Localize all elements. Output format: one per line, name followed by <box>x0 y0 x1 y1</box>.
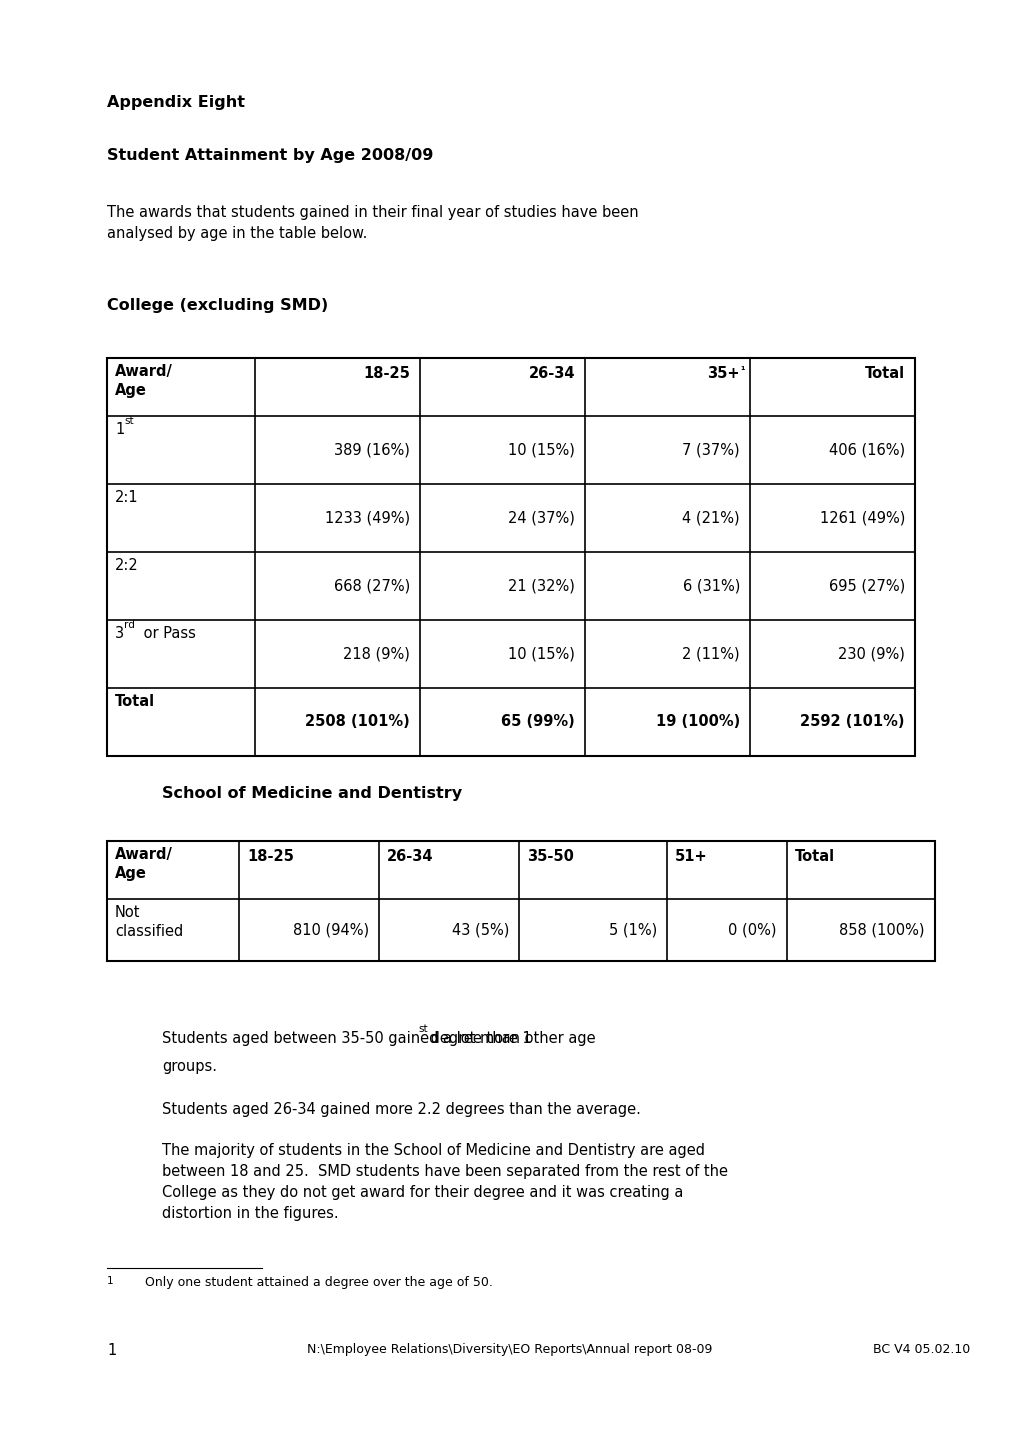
Text: N:\Employee Relations\Diversity\EO Reports\Annual report 08-09: N:\Employee Relations\Diversity\EO Repor… <box>307 1343 712 1356</box>
Text: 65 (99%): 65 (99%) <box>500 714 575 730</box>
Text: 0 (0%): 0 (0%) <box>728 922 776 938</box>
Text: 26-34: 26-34 <box>386 848 433 864</box>
Text: 7 (37%): 7 (37%) <box>682 443 739 457</box>
Text: 18-25: 18-25 <box>363 367 410 381</box>
Text: Total: Total <box>794 848 835 864</box>
Text: degree than other age: degree than other age <box>426 1030 595 1046</box>
Text: or Pass: or Pass <box>139 626 196 641</box>
Text: 51+: 51+ <box>675 848 707 864</box>
Text: Students aged 26-34 gained more 2.2 degrees than the average.: Students aged 26-34 gained more 2.2 degr… <box>162 1102 640 1117</box>
Text: 230 (9%): 230 (9%) <box>838 646 904 661</box>
Text: rd: rd <box>124 620 135 631</box>
Text: 1: 1 <box>107 1276 113 1286</box>
Text: 389 (16%): 389 (16%) <box>334 443 410 457</box>
Text: 3: 3 <box>115 626 124 641</box>
Text: 668 (27%): 668 (27%) <box>333 579 410 593</box>
Text: 2508 (101%): 2508 (101%) <box>305 714 410 730</box>
Text: Only one student attained a degree over the age of 50.: Only one student attained a degree over … <box>145 1276 492 1289</box>
Text: Total: Total <box>115 694 155 709</box>
Text: School of Medicine and Dentistry: School of Medicine and Dentistry <box>162 786 462 801</box>
Text: 21 (32%): 21 (32%) <box>507 579 575 593</box>
Text: 19 (100%): 19 (100%) <box>655 714 739 730</box>
Text: 24 (37%): 24 (37%) <box>507 511 575 525</box>
Text: 35-50: 35-50 <box>527 848 574 864</box>
Text: 2592 (101%): 2592 (101%) <box>800 714 904 730</box>
Text: 18-25: 18-25 <box>247 848 293 864</box>
Text: 406 (16%): 406 (16%) <box>828 443 904 457</box>
Text: st: st <box>418 1025 428 1035</box>
Text: 1: 1 <box>115 421 124 437</box>
Text: 6 (31%): 6 (31%) <box>682 579 739 593</box>
Text: 858 (100%): 858 (100%) <box>839 922 924 938</box>
Text: 10 (15%): 10 (15%) <box>507 646 575 661</box>
Text: 4 (21%): 4 (21%) <box>682 511 739 525</box>
Text: Students aged between 35-50 gained a lot more 1: Students aged between 35-50 gained a lot… <box>162 1030 531 1046</box>
Text: Award/
Age: Award/ Age <box>115 847 172 880</box>
Text: 1261 (49%): 1261 (49%) <box>819 511 904 525</box>
Text: Not
classified: Not classified <box>115 905 183 938</box>
Text: 1233 (49%): 1233 (49%) <box>325 511 410 525</box>
Text: st: st <box>124 416 133 426</box>
Text: The awards that students gained in their final year of studies have been
analyse: The awards that students gained in their… <box>107 205 638 241</box>
Text: 10 (15%): 10 (15%) <box>507 443 575 457</box>
Text: groups.: groups. <box>162 1059 217 1075</box>
Text: Award/
Age: Award/ Age <box>115 364 172 398</box>
Text: 695 (27%): 695 (27%) <box>828 579 904 593</box>
Text: The majority of students in the School of Medicine and Dentistry are aged
betwee: The majority of students in the School o… <box>162 1143 728 1221</box>
Text: 1: 1 <box>107 1343 116 1358</box>
Text: 2:1: 2:1 <box>115 491 139 505</box>
Text: Total: Total <box>864 367 904 381</box>
Text: 26-34: 26-34 <box>528 367 575 381</box>
Bar <box>107 358 914 756</box>
Text: College (excluding SMD): College (excluding SMD) <box>107 299 328 313</box>
Text: 218 (9%): 218 (9%) <box>342 646 410 661</box>
Text: 43 (5%): 43 (5%) <box>451 922 508 938</box>
Text: 810 (94%): 810 (94%) <box>292 922 369 938</box>
Text: 2:2: 2:2 <box>115 558 139 573</box>
Text: BC V4 05.02.10: BC V4 05.02.10 <box>872 1343 969 1356</box>
Text: Student Attainment by Age 2008/09: Student Attainment by Age 2008/09 <box>107 149 433 163</box>
Text: Appendix Eight: Appendix Eight <box>107 95 245 110</box>
Text: 35+: 35+ <box>707 367 739 381</box>
Text: ¹: ¹ <box>739 367 744 377</box>
Text: 5 (1%): 5 (1%) <box>608 922 656 938</box>
Text: 2 (11%): 2 (11%) <box>682 646 739 661</box>
Bar <box>107 841 934 961</box>
